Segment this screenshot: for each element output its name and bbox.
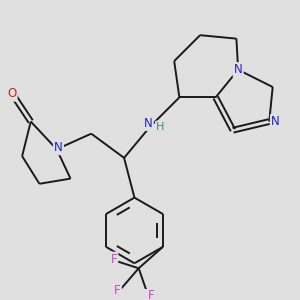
Text: F: F bbox=[114, 284, 121, 297]
Text: H: H bbox=[156, 122, 165, 132]
Text: N: N bbox=[271, 115, 280, 128]
Text: N: N bbox=[234, 63, 242, 76]
Text: O: O bbox=[7, 87, 16, 101]
Text: F: F bbox=[148, 290, 155, 300]
Text: N: N bbox=[144, 117, 153, 130]
Text: F: F bbox=[110, 253, 117, 266]
Text: N: N bbox=[54, 141, 63, 154]
